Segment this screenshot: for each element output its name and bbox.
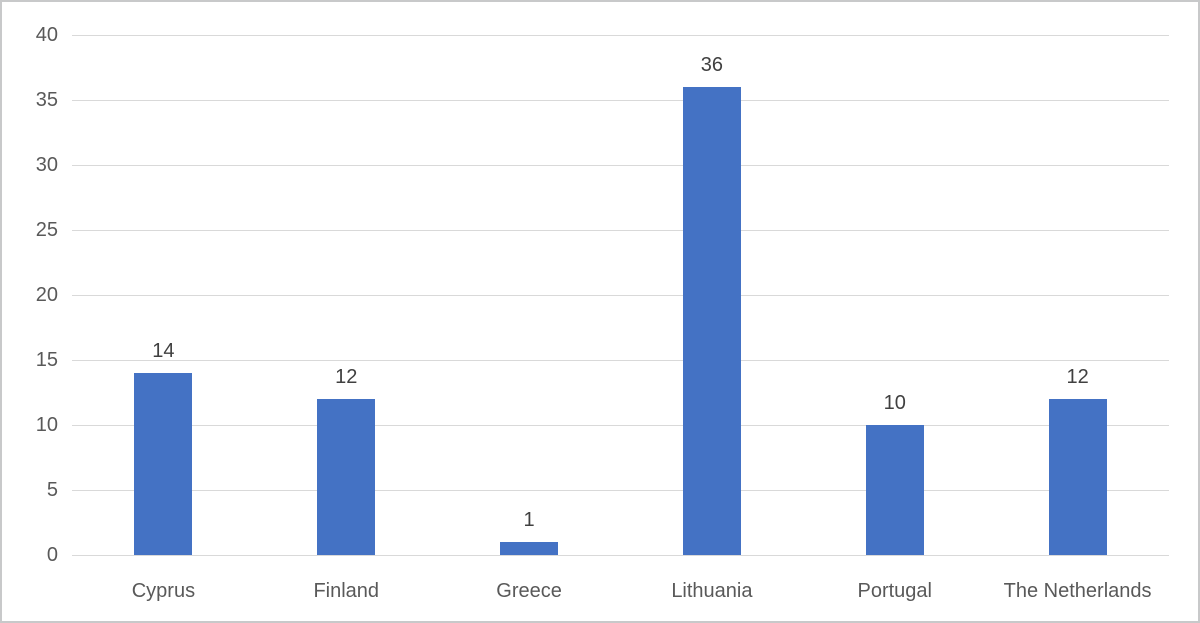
data-label-cyprus: 14	[152, 340, 175, 362]
y-tick-label: 35	[35, 89, 58, 111]
gridline-y-35	[72, 100, 1169, 101]
data-label-portugal: 10	[883, 392, 906, 414]
gridline-y-20	[72, 295, 1169, 296]
x-category-label-the-netherlands: The Netherlands	[1003, 580, 1152, 602]
bar-the-netherlands	[1048, 399, 1107, 555]
data-label-the-netherlands: 12	[1066, 366, 1089, 388]
y-tick-label: 15	[35, 349, 58, 371]
y-tick-label: 25	[35, 219, 58, 241]
gridline-y-40	[72, 35, 1169, 36]
x-category-label-finland: Finland	[313, 580, 380, 602]
bar-greece	[500, 542, 559, 555]
x-category-label-cyprus: Cyprus	[131, 580, 196, 602]
gridline-y-5	[72, 490, 1169, 491]
x-category-label-greece: Greece	[496, 580, 562, 602]
y-tick-label: 5	[46, 479, 58, 501]
plot-area	[72, 35, 1169, 556]
bar-finland	[317, 399, 376, 555]
data-label-lithuania: 36	[700, 54, 724, 76]
y-tick-label: 20	[35, 284, 58, 306]
gridline-y-10	[72, 425, 1169, 426]
bar-cyprus	[134, 373, 193, 555]
gridline-y-25	[72, 230, 1169, 231]
data-label-greece: 1	[523, 509, 535, 531]
gridline-y-0	[72, 555, 1169, 556]
bar-portugal	[865, 425, 924, 555]
y-tick-label: 10	[35, 414, 58, 436]
data-label-finland: 12	[335, 366, 358, 388]
x-category-label-lithuania: Lithuania	[671, 580, 753, 602]
x-category-label-portugal: Portugal	[857, 580, 933, 602]
bar-lithuania	[682, 87, 741, 555]
y-tick-label: 40	[35, 24, 58, 46]
gridline-y-30	[72, 165, 1169, 166]
y-tick-label: 30	[35, 154, 58, 176]
gridline-y-15	[72, 360, 1169, 361]
y-tick-label: 0	[46, 544, 58, 566]
